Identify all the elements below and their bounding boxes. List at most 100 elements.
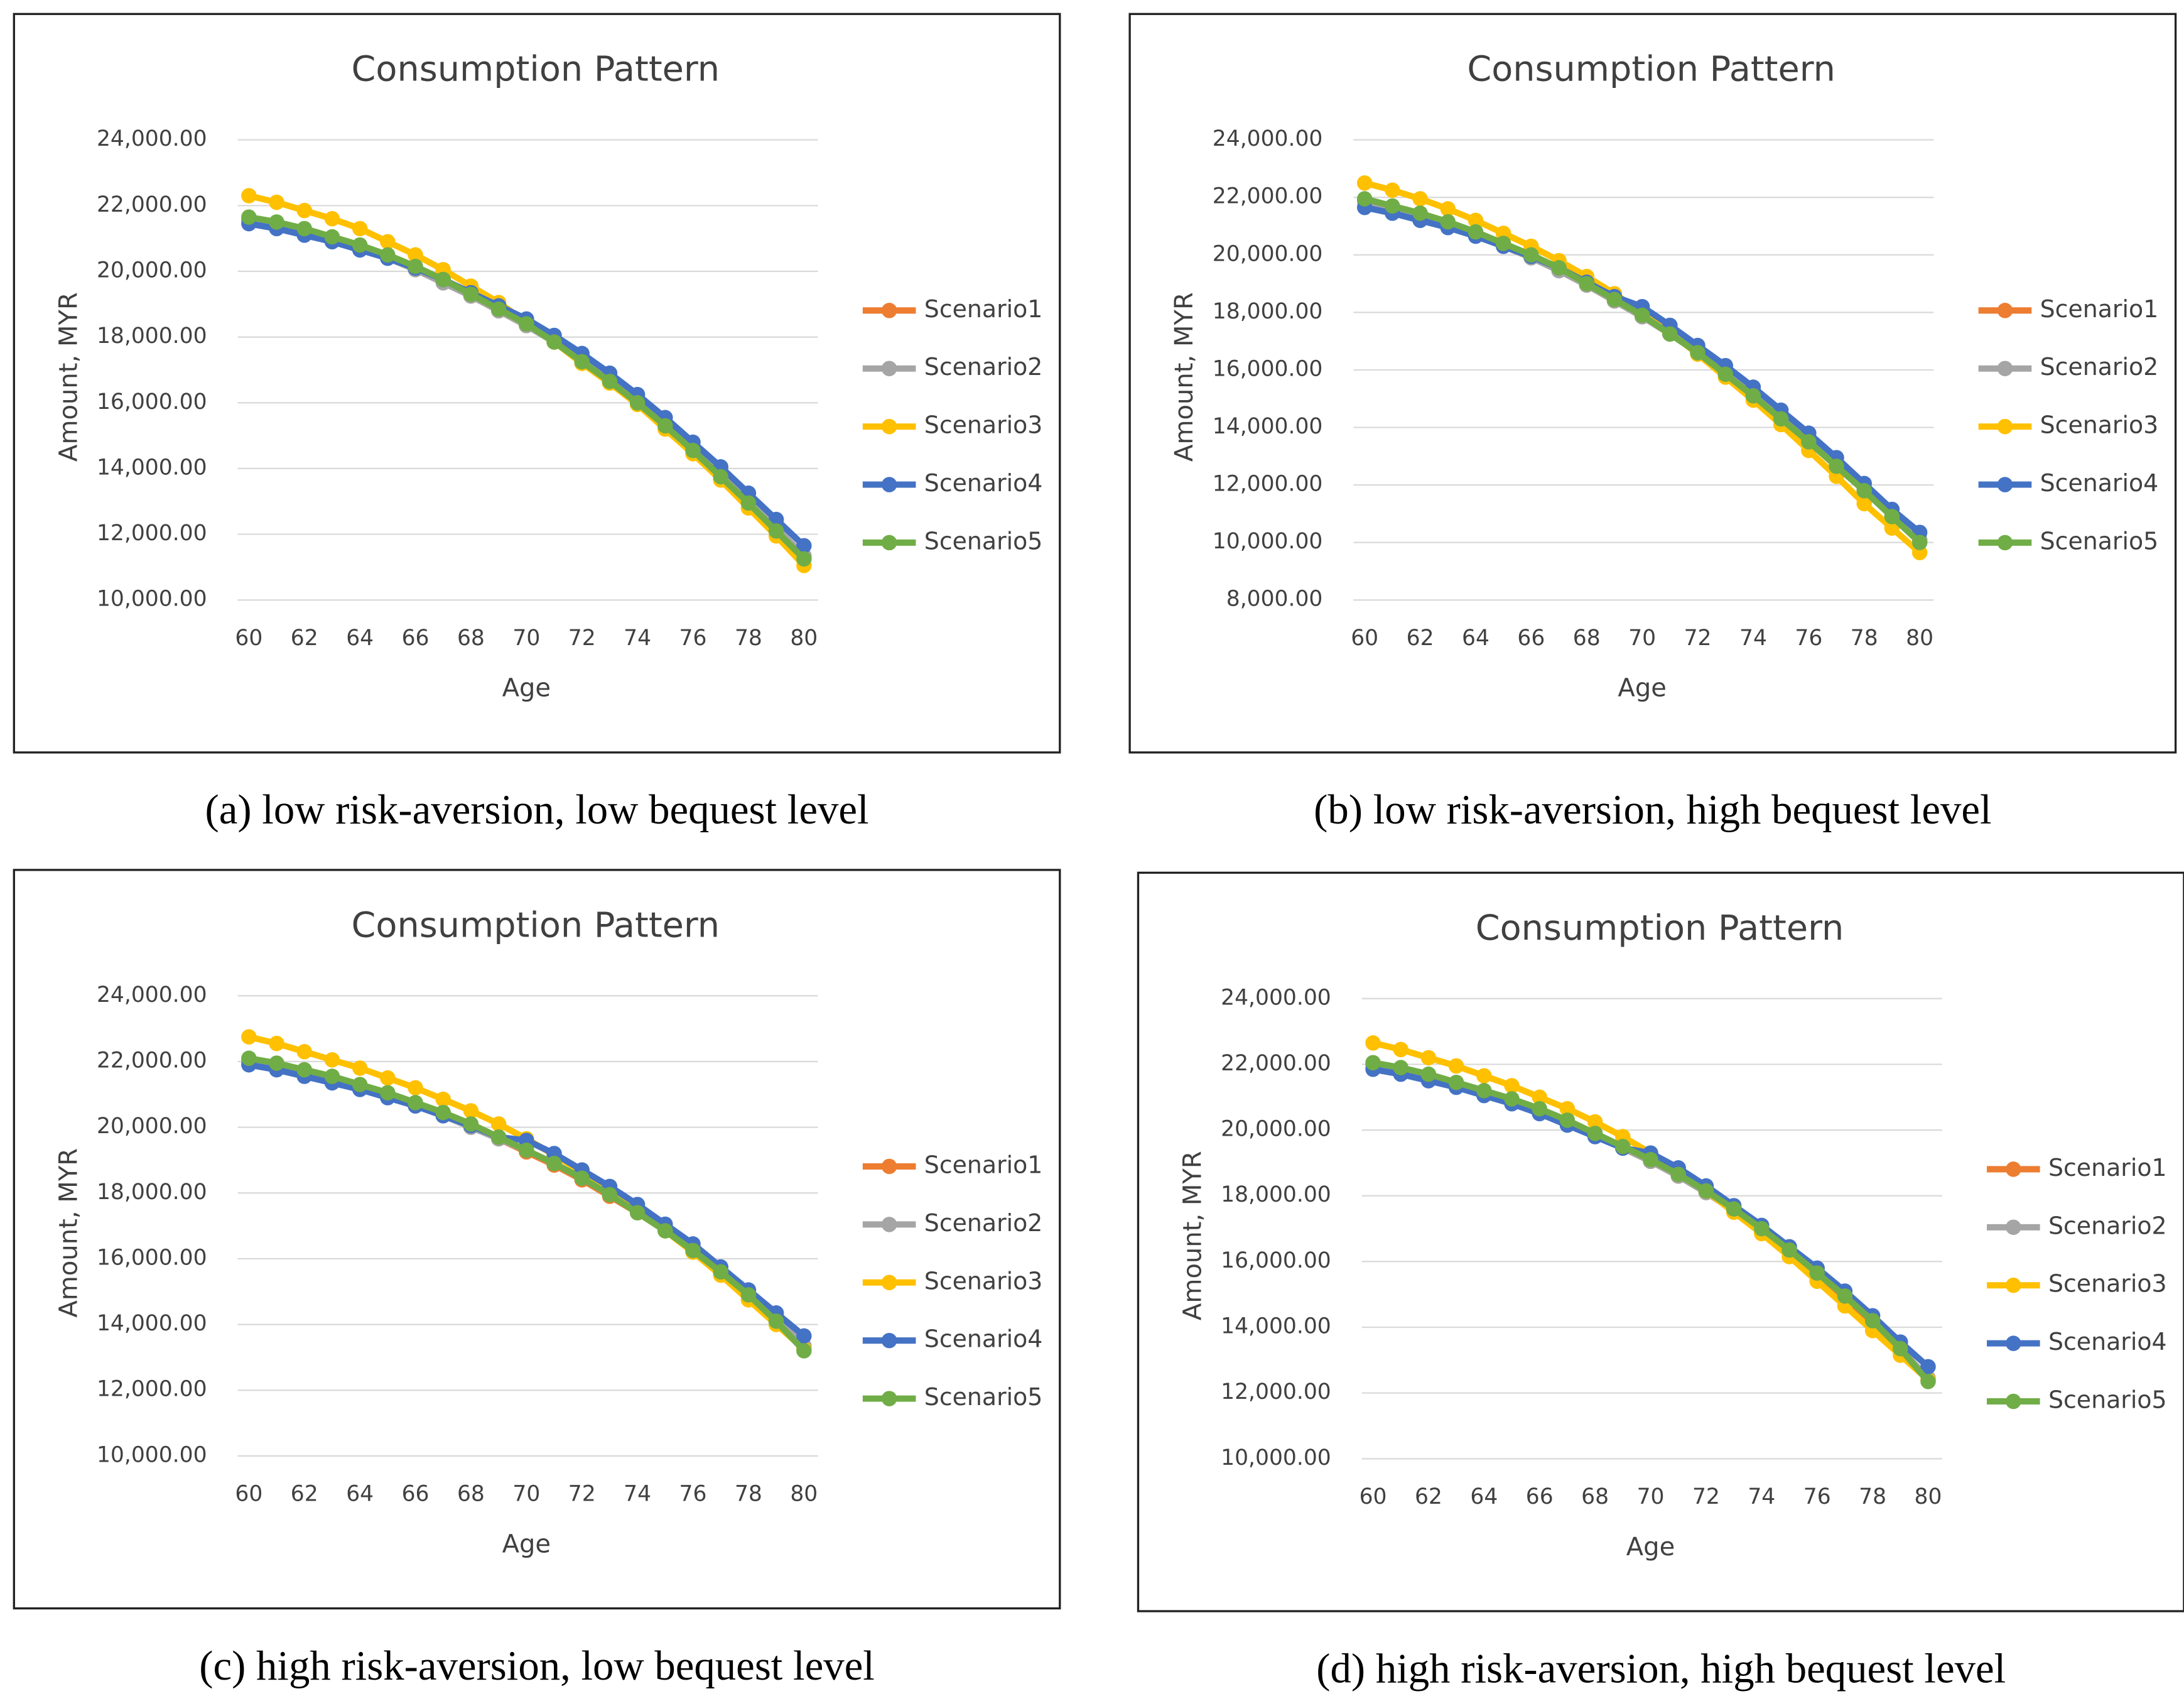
y-tick-label: 20,000.00	[97, 258, 207, 283]
legend-label: Scenario5	[924, 527, 1043, 555]
x-tick-label: 72	[568, 1482, 596, 1507]
x-tick-label: 62	[1415, 1484, 1442, 1509]
x-tick-label: 70	[1628, 626, 1656, 651]
x-axis-title: Age	[502, 1529, 551, 1558]
y-tick-label: 16,000.00	[1213, 356, 1323, 381]
data-point	[796, 1328, 812, 1344]
legend-marker	[881, 361, 897, 376]
data-point	[1893, 1340, 1908, 1357]
x-tick-label: 80	[1906, 626, 1933, 651]
panel-frame	[13, 869, 1061, 1610]
legend-label: Scenario4	[924, 1325, 1043, 1353]
data-point	[352, 220, 368, 237]
legend-label: Scenario2	[924, 353, 1043, 381]
x-tick-label: 78	[1851, 626, 1878, 651]
data-point	[296, 1062, 313, 1078]
legend-marker	[1997, 303, 2013, 318]
data-point	[241, 1050, 257, 1066]
legend-marker	[881, 535, 897, 551]
data-point	[1440, 214, 1456, 230]
legend-marker	[2006, 1277, 2021, 1293]
data-point	[1532, 1100, 1547, 1117]
x-tick-label: 70	[1637, 1484, 1665, 1509]
data-point	[435, 271, 451, 288]
data-point	[796, 551, 812, 567]
x-tick-label: 80	[790, 626, 818, 651]
data-point	[1587, 1126, 1603, 1141]
y-tick-label: 8,000.00	[1226, 587, 1323, 612]
chart-title: Consumption Pattern	[352, 49, 720, 90]
data-point	[1754, 1220, 1770, 1237]
panel-frame	[13, 13, 1061, 754]
legend-marker	[881, 303, 897, 318]
data-point	[1662, 326, 1678, 342]
data-point	[1365, 1035, 1381, 1051]
x-tick-label: 60	[1351, 626, 1378, 651]
data-point	[1476, 1068, 1492, 1084]
data-point	[1606, 291, 1623, 308]
y-axis-title: Amount, MYR	[1179, 1151, 1208, 1320]
x-tick-label: 78	[735, 1482, 762, 1507]
legend-marker	[2006, 1393, 2021, 1410]
data-point	[490, 1116, 507, 1132]
legend-label: Scenario3	[2040, 411, 2159, 439]
data-point	[296, 202, 313, 219]
data-point	[408, 1095, 423, 1111]
x-tick-label: 68	[1573, 626, 1601, 651]
caption: (b) low risk-aversion, high bequest leve…	[1314, 786, 1991, 833]
data-point	[296, 220, 313, 237]
data-point	[1829, 459, 1844, 474]
y-tick-label: 14,000.00	[97, 455, 207, 480]
y-tick-label: 24,000.00	[97, 126, 207, 151]
legend-marker	[1997, 361, 2013, 376]
x-tick-label: 74	[1748, 1484, 1775, 1509]
legend-label: Scenario4	[2040, 469, 2159, 497]
data-point	[1365, 1055, 1381, 1071]
y-tick-label: 18,000.00	[97, 323, 207, 349]
data-point	[435, 1091, 451, 1107]
data-point	[713, 469, 728, 485]
legend-label: Scenario1	[2048, 1154, 2167, 1182]
data-point	[1412, 205, 1428, 221]
x-axis-title: Age	[1626, 1533, 1675, 1562]
x-tick-label: 66	[402, 626, 430, 651]
data-point	[352, 237, 368, 253]
y-tick-label: 20,000.00	[97, 1114, 207, 1139]
legend-label: Scenario5	[2040, 527, 2159, 555]
data-point	[1356, 191, 1373, 207]
x-tick-label: 64	[1470, 1484, 1498, 1509]
y-tick-label: 22,000.00	[97, 192, 207, 217]
data-point	[241, 188, 257, 204]
data-point	[408, 247, 423, 263]
legend-marker	[1997, 535, 2013, 551]
data-point	[1420, 1050, 1437, 1066]
data-point	[490, 1129, 507, 1145]
x-tick-label: 64	[1462, 626, 1489, 651]
x-tick-label: 76	[679, 626, 707, 651]
y-tick-label: 10,000.00	[1213, 529, 1323, 554]
x-tick-label: 72	[568, 626, 596, 651]
legend-marker	[881, 1391, 897, 1406]
data-point	[1448, 1074, 1464, 1090]
x-tick-label: 70	[512, 1482, 540, 1507]
data-point	[629, 1205, 646, 1220]
chart-panel: Consumption Pattern 8,000.00 10,000.00 12,0…	[1128, 13, 2177, 833]
data-point	[1643, 1151, 1658, 1168]
data-point	[1920, 1374, 1936, 1389]
x-tick-label: 80	[1915, 1484, 1942, 1509]
caption: (d) high risk-aversion, high bequest lev…	[1316, 1645, 2006, 1692]
data-point	[1504, 1091, 1520, 1107]
legend-marker	[2006, 1219, 2021, 1236]
data-point	[1504, 1078, 1520, 1094]
y-tick-label: 20,000.00	[1221, 1117, 1331, 1142]
y-tick-label: 18,000.00	[1221, 1182, 1331, 1207]
data-point	[740, 495, 757, 511]
y-tick-label: 24,000.00	[1213, 126, 1323, 151]
data-point	[1920, 1359, 1936, 1375]
data-point	[352, 1060, 368, 1076]
x-tick-label: 66	[1517, 626, 1545, 651]
data-point	[1532, 1089, 1547, 1106]
data-point	[352, 1077, 368, 1092]
x-tick-label: 60	[235, 1482, 262, 1507]
